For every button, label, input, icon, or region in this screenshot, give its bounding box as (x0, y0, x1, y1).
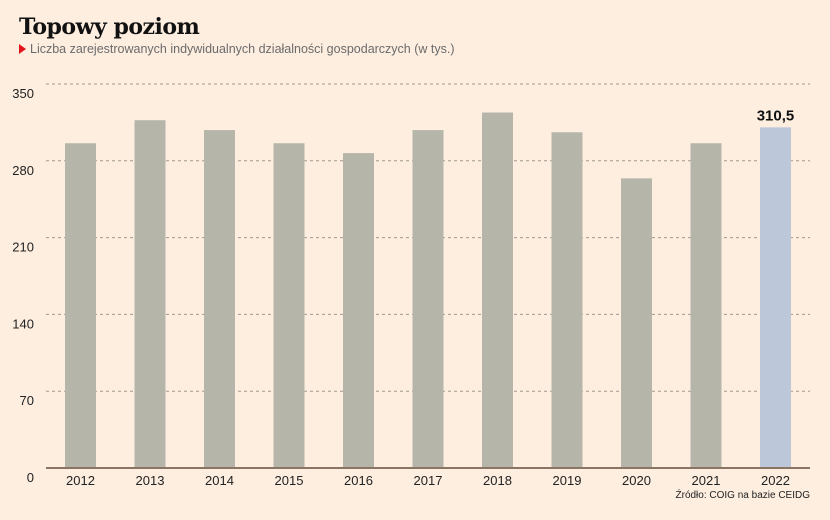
x-tick-label: 2015 (275, 473, 304, 488)
y-tick-label: 350 (12, 86, 34, 101)
bar-2012 (65, 143, 96, 468)
x-tick-label: 2013 (136, 473, 165, 488)
bar-2018 (482, 112, 513, 469)
bar-2015 (273, 143, 305, 468)
y-tick-label: 70 (20, 393, 34, 408)
bar-2014 (204, 130, 235, 468)
bar-2019 (551, 132, 583, 468)
x-tick-label: 2014 (205, 473, 234, 488)
x-tick-label: 2021 (692, 473, 721, 488)
bar-2017 (412, 130, 444, 468)
bar-2020 (621, 178, 652, 468)
bar-2013 (134, 120, 166, 468)
bar-2016 (343, 153, 374, 468)
red-triangle-icon (19, 44, 26, 54)
source-note: Źródło: COIG na bazie CEIDG (675, 490, 811, 501)
subtitle-text: Liczba zarejestrowanych indywidualnych d… (30, 42, 455, 56)
x-tick-label: 2012 (66, 473, 95, 488)
x-tick-label: 2020 (622, 473, 651, 488)
x-tick-label: 2022 (761, 473, 790, 488)
bar-2022 (760, 127, 791, 468)
chart-subtitle: Liczba zarejestrowanych indywidualnych d… (19, 42, 455, 56)
x-tick-label: 2019 (553, 473, 582, 488)
bar-2021 (690, 143, 722, 468)
y-tick-label: 0 (27, 470, 34, 485)
data-label: 310,5 (757, 107, 795, 124)
y-tick-label: 280 (12, 163, 34, 178)
x-tick-label: 2016 (344, 473, 373, 488)
chart-title: Topowy poziom (19, 14, 200, 40)
x-tick-label: 2017 (414, 473, 443, 488)
y-tick-label: 210 (12, 240, 34, 255)
y-tick-label: 140 (12, 316, 34, 331)
x-tick-label: 2018 (483, 473, 512, 488)
